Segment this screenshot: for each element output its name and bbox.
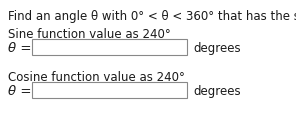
Text: Cosine function value as 240°: Cosine function value as 240° [8,71,185,84]
Text: θ =: θ = [8,85,31,98]
FancyBboxPatch shape [32,82,187,98]
Text: Sine function value as 240°: Sine function value as 240° [8,28,171,41]
Text: degrees: degrees [193,85,241,98]
Text: degrees: degrees [193,42,241,55]
Text: Find an angle θ with 0° < θ < 360° that has the same:: Find an angle θ with 0° < θ < 360° that … [8,10,296,23]
Text: θ =: θ = [8,42,31,55]
FancyBboxPatch shape [32,39,187,55]
